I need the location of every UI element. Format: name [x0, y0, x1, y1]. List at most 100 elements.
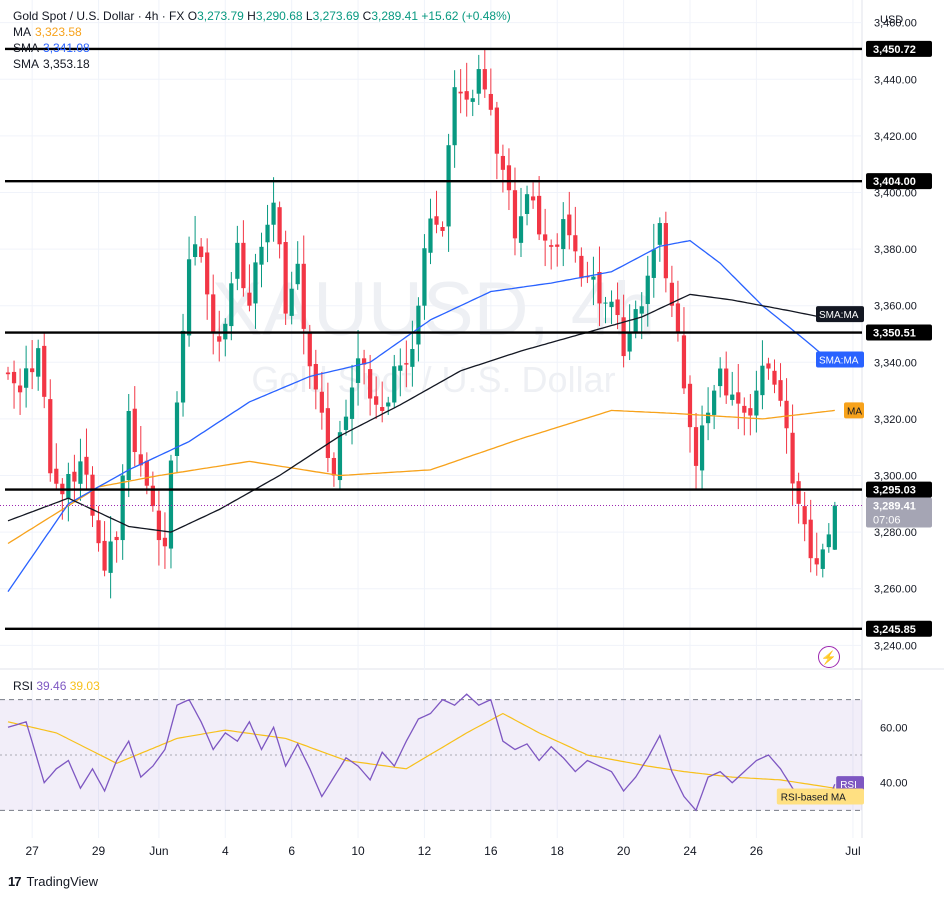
candle	[748, 408, 753, 416]
price-tick-label: 3,260.00	[874, 584, 917, 596]
indicator-tag-label: MA	[847, 406, 862, 417]
candle	[24, 368, 29, 388]
level-price-label: 3,450.72	[873, 44, 916, 56]
level-price-tag	[866, 40, 932, 57]
candle	[295, 263, 300, 285]
candle	[832, 505, 837, 550]
candle	[476, 69, 481, 94]
candle	[355, 358, 361, 383]
price-tick-label: 3,240.00	[874, 640, 917, 652]
candle	[174, 402, 180, 456]
brand-name: TradingView	[26, 874, 99, 889]
sma-blue-value: 3,341.08	[43, 41, 90, 55]
tradingview-logo-icon: 17	[8, 874, 22, 889]
candle	[808, 519, 813, 559]
candle	[712, 390, 717, 415]
close-label: C	[362, 9, 372, 23]
price-tick-label: 3,460.00	[874, 18, 917, 30]
candle	[36, 348, 41, 377]
rsi-value: 39.46	[36, 679, 67, 693]
candle	[440, 227, 445, 231]
sma-black-value: 3,353.18	[43, 57, 90, 71]
high-value: 3,290.68	[255, 9, 303, 23]
candle	[386, 402, 391, 407]
candle	[307, 333, 312, 367]
indicator-tag-label: SMA:MA	[819, 355, 859, 366]
candle	[361, 358, 367, 365]
candle	[561, 219, 566, 250]
candle	[5, 372, 11, 375]
candle	[555, 244, 560, 247]
candle	[343, 416, 349, 430]
candle	[17, 385, 23, 393]
price-tick-label: 3,320.00	[874, 414, 917, 426]
candle	[277, 207, 282, 245]
candle	[428, 218, 433, 253]
candle	[11, 371, 17, 384]
candle	[217, 336, 222, 342]
series-line-ma-0	[7, 409, 835, 545]
rsi-legend: RSI 39.46 39.03	[13, 679, 100, 693]
candle	[120, 475, 125, 541]
candle	[597, 272, 602, 304]
rsi-tag-label: RSI-based MA	[781, 793, 846, 804]
rsi-line	[7, 693, 836, 812]
time-tick-label: 6	[288, 844, 295, 858]
low-value: 3,273.69	[312, 9, 360, 23]
level-price-tag	[866, 324, 932, 341]
indicator-tag	[816, 306, 864, 323]
price-tick-label: 3,360.00	[874, 301, 917, 313]
candle	[126, 410, 131, 481]
time-tick-label: 10	[351, 844, 365, 858]
indicator-tag-label: SMA:MA	[819, 310, 859, 321]
candle	[802, 506, 807, 525]
candle	[573, 235, 578, 252]
candle	[663, 223, 668, 279]
candle	[180, 330, 186, 403]
ma-label: MA	[13, 25, 31, 39]
rsi-tag	[836, 776, 864, 793]
candle	[633, 309, 638, 333]
candle	[537, 195, 542, 235]
candle	[319, 391, 324, 413]
candle	[186, 259, 192, 336]
candle	[289, 288, 294, 316]
current-price-label: 3,289.41	[873, 501, 916, 513]
lightning-icon[interactable]: ⚡	[818, 646, 840, 668]
price-tick-label: 3,380.00	[874, 244, 917, 256]
rsi-tick-label: 60.00	[880, 722, 908, 734]
candle	[192, 244, 198, 258]
time-tick-label: Jun	[149, 844, 168, 858]
candle	[549, 245, 554, 247]
ma-legend-row: MA 3,323.58	[13, 24, 511, 40]
candle	[331, 457, 337, 476]
candle	[796, 481, 801, 504]
level-price-label: 3,404.00	[873, 176, 916, 188]
level-price-label: 3,350.51	[873, 328, 916, 340]
open-value: 3,273.79	[197, 9, 244, 23]
price-tick-label: 3,420.00	[874, 131, 917, 143]
price-tick-label: 3,440.00	[874, 74, 917, 86]
candle	[374, 396, 379, 405]
candle	[90, 474, 95, 516]
candle	[162, 537, 168, 547]
candle	[645, 275, 650, 304]
candle	[72, 471, 77, 482]
candle	[416, 305, 421, 345]
candle	[168, 460, 174, 549]
watermark-name: Gold Spot / U.S. Dollar	[251, 359, 615, 400]
price-tick-label: 3,280.00	[874, 527, 917, 539]
time-tick-label: 4	[222, 844, 229, 858]
candle	[730, 394, 735, 400]
indicator-tag	[816, 351, 864, 368]
candle	[404, 363, 409, 365]
candle	[518, 216, 524, 243]
candle	[657, 223, 662, 245]
candle	[259, 246, 264, 265]
candle	[778, 380, 783, 401]
candle	[211, 294, 216, 332]
candle	[579, 255, 584, 279]
candle	[48, 399, 53, 474]
ohlc-row: Gold Spot / U.S. Dollar · 4h · FX O3,273…	[13, 8, 511, 24]
